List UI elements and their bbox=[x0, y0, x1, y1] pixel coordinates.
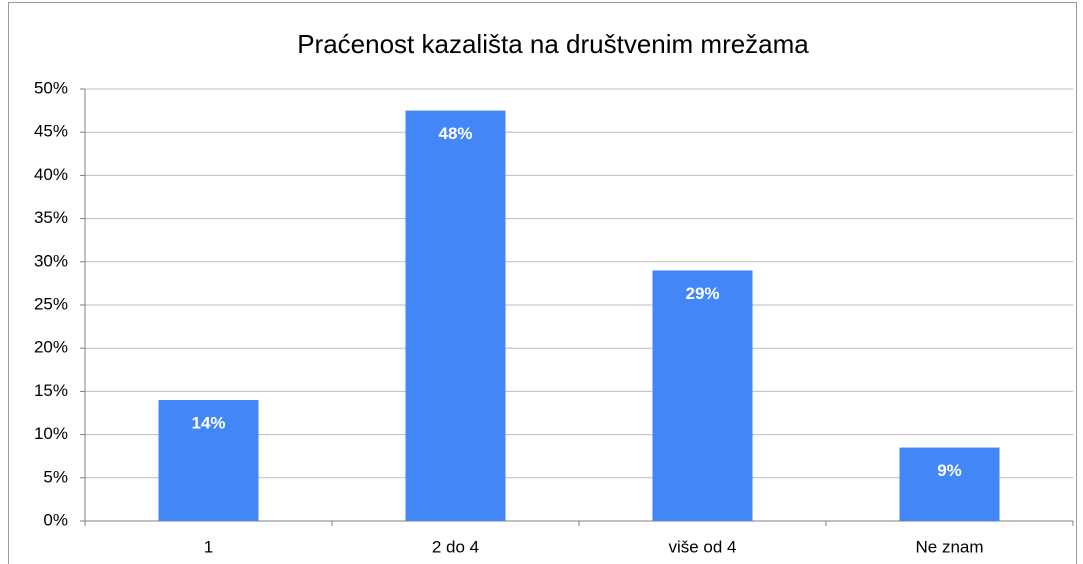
chart-title: Praćenost kazališta na društvenim mrežam… bbox=[297, 29, 809, 59]
x-tick-label: 2 do 4 bbox=[432, 537, 479, 556]
x-tick-label: 1 bbox=[204, 537, 213, 556]
y-tick-label: 35% bbox=[34, 208, 68, 227]
y-tick-label: 20% bbox=[34, 338, 68, 357]
chart-frame bbox=[8, 2, 1077, 564]
y-tick-label: 15% bbox=[34, 381, 68, 400]
bar bbox=[899, 447, 1000, 521]
x-tick-label: Ne znam bbox=[915, 537, 983, 556]
data-label: 9% bbox=[937, 461, 962, 480]
bar bbox=[652, 270, 753, 521]
y-tick-label: 30% bbox=[34, 251, 68, 270]
data-label: 14% bbox=[191, 414, 225, 433]
y-tick-label: 50% bbox=[34, 78, 68, 97]
bar bbox=[158, 400, 259, 521]
data-label: 48% bbox=[438, 124, 472, 143]
data-label: 29% bbox=[685, 284, 719, 303]
y-tick-label: 45% bbox=[34, 122, 68, 141]
y-tick-label: 5% bbox=[43, 467, 68, 486]
y-tick-label: 0% bbox=[43, 510, 68, 529]
x-tick-label: više od 4 bbox=[668, 537, 736, 556]
bar bbox=[405, 110, 506, 521]
y-tick-label: 25% bbox=[34, 294, 68, 313]
y-tick-label: 40% bbox=[34, 165, 68, 184]
y-tick-label: 10% bbox=[34, 424, 68, 443]
